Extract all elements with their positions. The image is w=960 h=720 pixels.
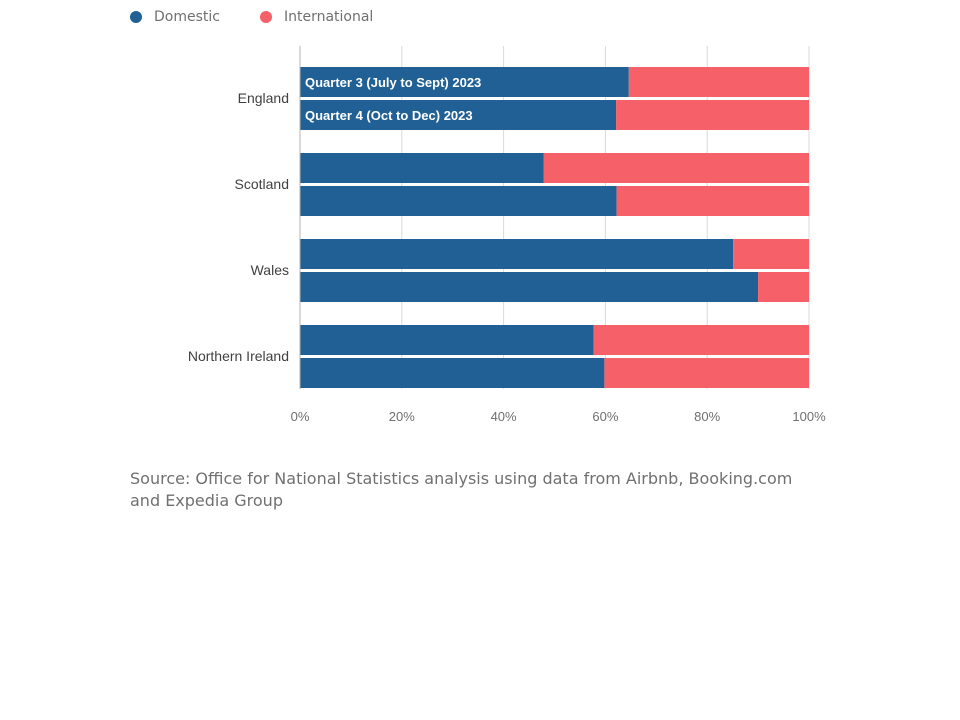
category-label: Wales bbox=[251, 262, 289, 278]
bar-domestic-england bbox=[300, 67, 629, 97]
legend-domestic-label: Domestic bbox=[154, 9, 220, 25]
x-tick-label: 40% bbox=[491, 409, 517, 424]
category-label: Scotland bbox=[235, 176, 289, 192]
bar-international-england bbox=[616, 100, 809, 130]
stacked-bar-chart: 0% 20% 40% 60% 80% 100% Quarter 3 (July to Sep… bbox=[188, 46, 826, 424]
legend-item-domestic: Domestic bbox=[130, 9, 220, 25]
bar-domestic-scotland bbox=[300, 186, 617, 216]
bar-period-label: Quarter 3 (July to Sept) 2023 bbox=[305, 75, 481, 90]
bar-domestic-northern-ireland bbox=[300, 325, 594, 355]
category-label: England bbox=[238, 90, 289, 106]
legend-international-label: International bbox=[283, 9, 374, 25]
bar-international-northern-ireland bbox=[593, 325, 809, 355]
x-tick-label: 20% bbox=[389, 409, 415, 424]
category-label: Northern Ireland bbox=[188, 348, 289, 364]
chart-legend: Domestic International bbox=[130, 8, 413, 26]
legend-domestic-marker bbox=[130, 11, 142, 23]
bar-domestic-england bbox=[300, 100, 617, 130]
bar-international-northern-ireland bbox=[604, 358, 809, 388]
bar-domestic-northern-ireland bbox=[300, 358, 605, 388]
bar-international-england bbox=[628, 67, 809, 97]
bar-international-scotland bbox=[616, 186, 809, 216]
bar-period-label: Quarter 4 (Oct to Dec) 2023 bbox=[305, 108, 473, 123]
legend-international-marker bbox=[259, 11, 272, 23]
x-tick-label: 0% bbox=[291, 409, 310, 424]
x-tick-label: 80% bbox=[694, 409, 720, 424]
x-tick-label: 60% bbox=[592, 409, 618, 424]
legend-item-international: International bbox=[259, 9, 374, 25]
bar-international-scotland bbox=[543, 153, 809, 183]
bar-international-wales bbox=[758, 272, 809, 302]
source-note: Source: Office for National Statistics a… bbox=[130, 469, 793, 510]
x-tick-label: 100% bbox=[792, 409, 826, 424]
bar-international-wales bbox=[733, 239, 809, 269]
bar-domestic-wales bbox=[300, 239, 734, 269]
bar-domestic-scotland bbox=[300, 153, 544, 183]
bar-domestic-wales bbox=[300, 272, 759, 302]
